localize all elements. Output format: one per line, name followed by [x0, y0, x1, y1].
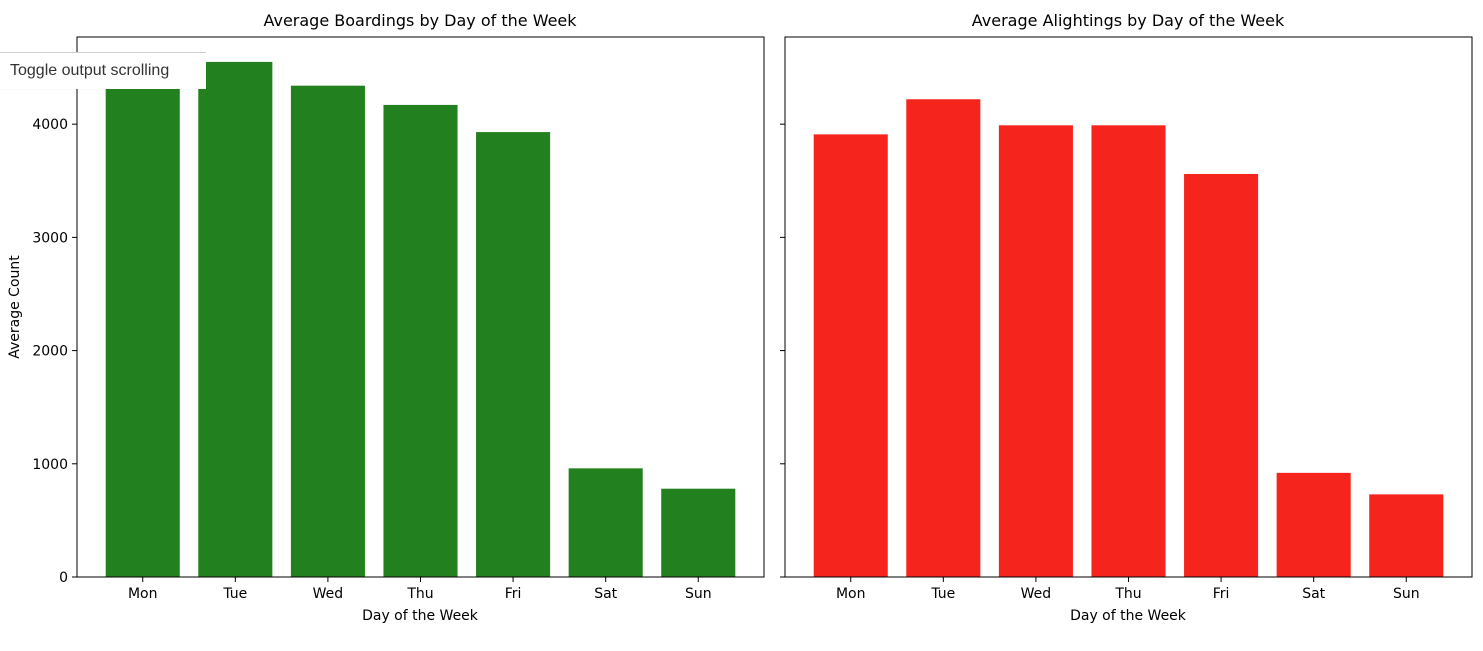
boardings-x-tick-label: Mon — [128, 586, 158, 602]
alightings-bar-fri — [1184, 173, 1259, 578]
boardings-bar-wed — [290, 85, 365, 578]
alightings-x-tick-label: Fri — [1213, 586, 1230, 602]
boardings-y-axis-label: Average Count — [7, 255, 23, 359]
boardings-bar-sun — [661, 488, 736, 577]
boardings-x-axis-label: Day of the Week — [362, 608, 479, 624]
boardings-y-tick-label: 3000 — [32, 230, 68, 246]
alightings-x-tick-label: Mon — [836, 586, 866, 602]
boardings-y-tick-label: 4000 — [32, 117, 68, 133]
boardings-bar-tue — [198, 61, 273, 578]
boardings-bar-fri — [476, 132, 551, 577]
boardings-bars — [105, 61, 736, 578]
boardings-x-tick-label: Thu — [406, 586, 433, 602]
alightings-bar-thu — [1091, 125, 1166, 578]
boardings-bar-mon — [105, 84, 180, 578]
alightings-bar-wed — [998, 125, 1073, 578]
boardings-x-tick-label: Sun — [685, 586, 712, 602]
alightings-x-ticks: Mon Tue Wed Thu Fri Sat Sun — [836, 577, 1420, 602]
alightings-chart: Mon Tue Wed Thu Fri Sat Sun Average Alightings… — [780, 11, 1473, 624]
tooltip-text: Toggle output scrolling — [10, 62, 170, 79]
alightings-bars — [813, 99, 1444, 578]
boardings-x-ticks: Mon Tue Wed Thu Fri Sat Sun — [128, 577, 712, 602]
alightings-x-tick-label: Sat — [1302, 586, 1325, 602]
boardings-x-tick-label: Fri — [505, 586, 522, 602]
alightings-y-ticks — [780, 123, 785, 578]
boardings-y-tick-label: 0 — [59, 570, 68, 586]
boardings-bar-thu — [383, 104, 458, 578]
boardings-y-tick-label: 2000 — [32, 344, 68, 360]
alightings-x-tick-label: Thu — [1114, 586, 1141, 602]
boardings-y-tick-label: 1000 — [32, 457, 68, 473]
alightings-x-tick-label: Wed — [1021, 586, 1052, 602]
boardings-x-tick-label: Sat — [594, 586, 617, 602]
alightings-bar-tue — [906, 99, 981, 577]
boardings-bar-sat — [568, 468, 643, 577]
toggle-output-scrolling-tooltip[interactable]: Toggle output scrolling — [0, 52, 206, 89]
alightings-bar-mon — [813, 134, 888, 578]
boardings-x-tick-label: Wed — [313, 586, 344, 602]
boardings-x-tick-label: Tue — [222, 586, 247, 602]
alightings-x-axis-label: Day of the Week — [1070, 608, 1187, 624]
boardings-chart-title: Average Boardings by Day of the Week — [263, 11, 577, 30]
alightings-bar-sat — [1276, 472, 1351, 577]
alightings-bar-sun — [1369, 494, 1444, 577]
alightings-x-tick-label: Tue — [930, 586, 955, 602]
alightings-chart-title: Average Alightings by Day of the Week — [972, 11, 1285, 30]
boardings-y-ticks: 0 1000 2000 3000 4000 — [32, 117, 77, 586]
alightings-x-tick-label: Sun — [1393, 586, 1420, 602]
